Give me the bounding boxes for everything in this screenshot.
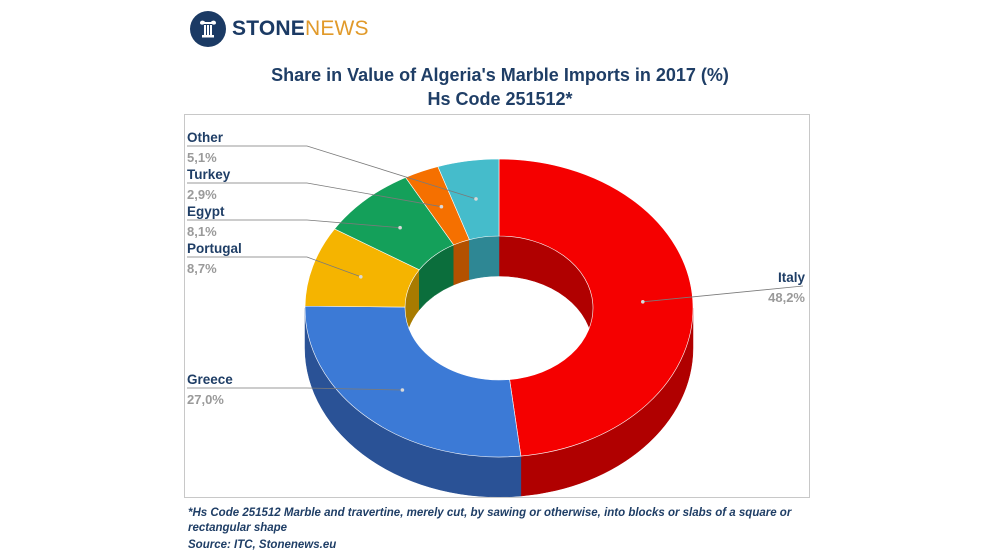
slice-inner-wall-other-1 xyxy=(469,235,500,280)
leader-dot-turkey xyxy=(439,204,444,209)
leader-dot-portugal xyxy=(359,275,363,279)
footnote: *Hs Code 251512 Marble and travertine, m… xyxy=(188,507,792,534)
label-value-turkey: 2,9% xyxy=(187,187,217,202)
leader-dot-italy xyxy=(641,300,645,304)
leader-line-italy xyxy=(642,285,804,303)
leader-line-other xyxy=(187,145,477,200)
label-name-italy: Italy xyxy=(778,270,806,285)
label-name-greece: Greece xyxy=(187,372,233,387)
label-value-italy: 48,2% xyxy=(768,290,805,305)
donut-tops xyxy=(304,158,694,458)
stonenews-logo: STONENEWS xyxy=(190,10,369,48)
label-name-portugal: Portugal xyxy=(187,241,242,256)
logo-wordmark: STONENEWS xyxy=(232,17,369,41)
label-value-other: 5,1% xyxy=(187,150,217,165)
leader-line-greece xyxy=(187,387,403,391)
logo-text-stone: STONE xyxy=(232,17,305,40)
leader-line-egypt xyxy=(187,219,401,229)
leader-line-portugal xyxy=(187,256,361,278)
source-note: Source: ITC, Stonenews.eu xyxy=(188,539,337,551)
donut-labels: Italy 48,2% Greece 27,0% Portugal 8,7% Egypt 8,… xyxy=(187,130,805,407)
chart-subtitle: Hs Code 251512* xyxy=(427,89,573,109)
slice-inner-wall-turkey-1 xyxy=(453,239,470,286)
donut-chart: Italy 48,2% Greece 27,0% Portugal 8,7% Egypt 8,… xyxy=(187,130,805,497)
label-value-greece: 27,0% xyxy=(187,392,224,407)
label-name-egypt: Egypt xyxy=(187,204,225,219)
label-name-turkey: Turkey xyxy=(187,167,231,182)
plot-area: Italy 48,2% Greece 27,0% Portugal 8,7% Egypt 8,… xyxy=(184,114,810,498)
leader-dot-other xyxy=(474,197,478,201)
slice-greece xyxy=(304,305,522,458)
label-value-portugal: 8,7% xyxy=(187,261,217,276)
slice-other xyxy=(437,158,500,241)
column-pillar-icon xyxy=(200,20,216,38)
label-name-other: Other xyxy=(187,130,224,145)
label-value-egypt: 8,1% xyxy=(187,224,217,239)
chart-title: Share in Value of Algeria's Marble Impor… xyxy=(271,65,729,85)
leader-line-turkey xyxy=(187,182,442,208)
chart-title-block: Share in Value of Algeria's Marble Impor… xyxy=(0,63,1000,111)
logo-circle xyxy=(190,11,226,47)
leader-dot-greece xyxy=(400,388,405,392)
logo-text-news: NEWS xyxy=(304,17,369,40)
leader-dot-egypt xyxy=(398,225,402,230)
